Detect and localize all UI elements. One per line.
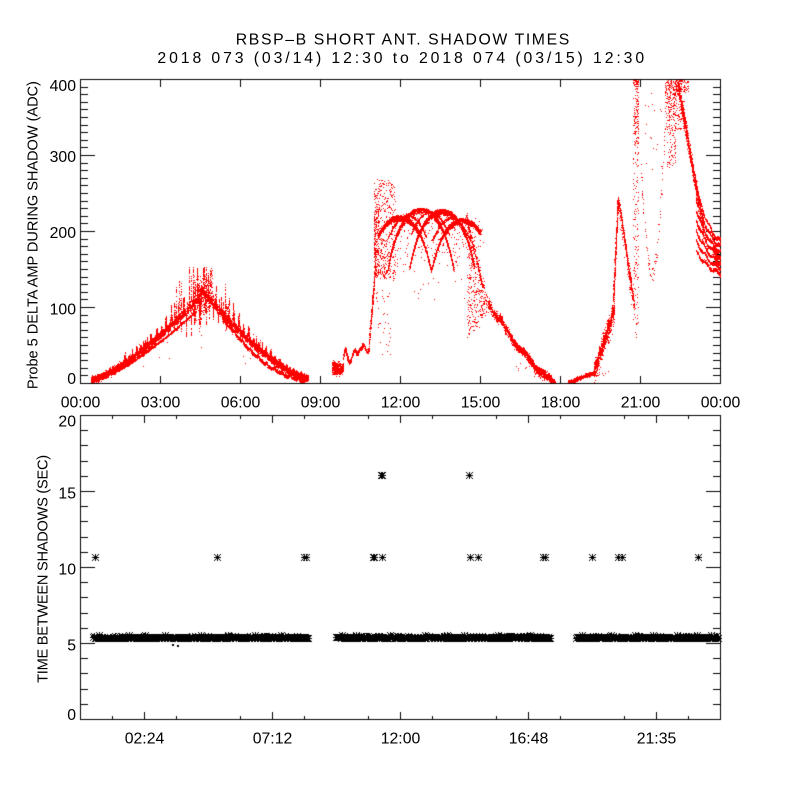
svg-text:0: 0 — [67, 707, 76, 724]
svg-text:RBSP–B SHORT ANT. SHADOW TIMES: RBSP–B SHORT ANT. SHADOW TIMES — [236, 31, 571, 48]
svg-text:20: 20 — [58, 413, 76, 430]
svg-text:Probe 5 DELTA AMP DURING SHADO: Probe 5 DELTA AMP DURING SHADOW (ADC) — [26, 81, 42, 389]
svg-text:15:00: 15:00 — [461, 394, 501, 411]
svg-text:21:00: 21:00 — [621, 394, 661, 411]
svg-text:18:00: 18:00 — [541, 394, 581, 411]
svg-text:15: 15 — [58, 486, 76, 503]
svg-text:16:48: 16:48 — [509, 730, 549, 747]
svg-text:400: 400 — [50, 78, 77, 95]
svg-text:0: 0 — [67, 371, 76, 388]
svg-text:00:00: 00:00 — [701, 394, 741, 411]
svg-text:200: 200 — [50, 225, 77, 242]
svg-text:07:12: 07:12 — [253, 730, 293, 747]
svg-text:2018 073 (03/14) 12:30 to 2018: 2018 073 (03/14) 12:30 to 2018 074 (03/1… — [157, 50, 647, 67]
svg-text:100: 100 — [50, 301, 77, 318]
svg-text:12:00: 12:00 — [381, 730, 421, 747]
svg-text:21:35: 21:35 — [637, 730, 677, 747]
svg-text:09:00: 09:00 — [301, 394, 341, 411]
svg-text:12:00: 12:00 — [381, 394, 421, 411]
svg-text:03:00: 03:00 — [141, 394, 181, 411]
svg-text:06:00: 06:00 — [221, 394, 261, 411]
svg-text:00:00: 00:00 — [61, 394, 101, 411]
svg-text:5: 5 — [67, 638, 76, 655]
svg-text:02:24: 02:24 — [125, 730, 165, 747]
svg-text:300: 300 — [50, 149, 77, 166]
svg-text:TIME BETWEEN SHADOWS (SEC): TIME BETWEEN SHADOWS (SEC) — [36, 455, 52, 683]
svg-text:10: 10 — [58, 562, 76, 579]
